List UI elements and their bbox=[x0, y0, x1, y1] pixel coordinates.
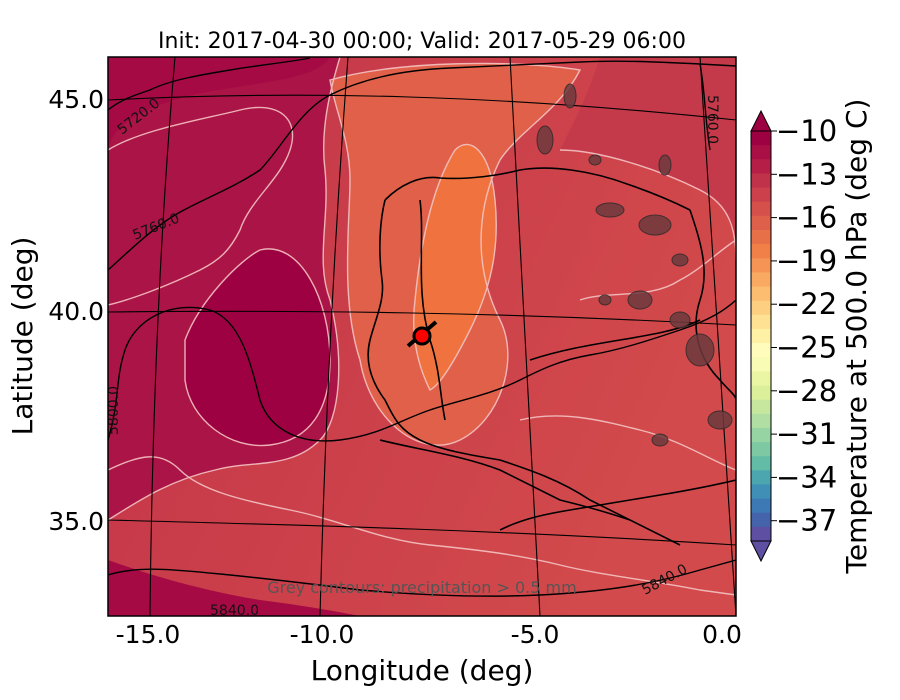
colorbar-band bbox=[751, 173, 771, 189]
colorbar-band bbox=[751, 427, 771, 443]
colorbar-band bbox=[751, 413, 771, 429]
colorbar-tick-label: −25 bbox=[776, 331, 837, 365]
colorbar-band bbox=[751, 258, 771, 273]
x-axis-label: Longitude (deg) bbox=[311, 654, 534, 687]
map-frame bbox=[107, 56, 737, 617]
temperature-region-southwest bbox=[108, 560, 360, 616]
colorbar-tick-label: −10 bbox=[776, 114, 837, 148]
colorbar-band bbox=[751, 328, 771, 344]
y-axis-label: Latitude (deg) bbox=[6, 237, 39, 436]
x-tick-label: -10.0 bbox=[290, 620, 355, 649]
contour-label: 5840.0 bbox=[210, 603, 259, 619]
contour-label: 5800.0 bbox=[106, 386, 122, 435]
colorbar-tick-label: −31 bbox=[776, 417, 837, 451]
colorbar-frame bbox=[750, 130, 772, 542]
graticule bbox=[108, 57, 736, 616]
colorbar-band bbox=[751, 314, 771, 330]
colorbar-band bbox=[751, 526, 771, 542]
colorbar-band bbox=[751, 145, 771, 160]
colorbar-band bbox=[751, 244, 771, 259]
colorbar-band bbox=[751, 286, 771, 302]
contour-label: 5760.0 bbox=[704, 95, 720, 144]
temperature-region-northwest bbox=[108, 57, 330, 150]
y-tick-label: 45.0 bbox=[48, 85, 104, 114]
colorbar: −10 −13 −16 −19 −22 −25 −28 −31 −34 −37 bbox=[750, 109, 837, 563]
colorbar-band bbox=[751, 343, 771, 358]
colorbar-extend-top bbox=[750, 109, 772, 132]
colorbar-tick-label: −22 bbox=[776, 287, 837, 321]
map-area: 5720.0 5760.0 5760.0 5800.0 5840.0 5840.… bbox=[106, 57, 736, 619]
colorbar-band bbox=[751, 442, 771, 457]
precipitation-note: Grey contours: precipitation > 0.5 mm bbox=[267, 578, 576, 597]
colorbar-tick-label: −28 bbox=[776, 374, 837, 408]
colorbar-tick-label: −34 bbox=[776, 460, 837, 494]
colorbar-band bbox=[751, 512, 771, 528]
colorbar-tick-label: −19 bbox=[776, 244, 837, 278]
colorbar-band bbox=[751, 159, 771, 174]
temperature-region-core-warm bbox=[413, 144, 497, 390]
colorbar-tick-label: −13 bbox=[776, 157, 837, 191]
colorbar-ticks: −10 −13 −16 −19 −22 −25 −28 −31 −34 −37 bbox=[771, 114, 837, 538]
colorbar-band bbox=[751, 484, 771, 500]
colorbar-band bbox=[751, 470, 771, 485]
colorbar-band bbox=[751, 300, 771, 316]
observation-marker bbox=[406, 320, 438, 348]
colorbar-band bbox=[751, 498, 771, 514]
y-tick-label: 35.0 bbox=[48, 507, 104, 536]
colorbar-bands bbox=[751, 131, 771, 542]
colorbar-label: Temperature at 500.0 hPa (deg C) bbox=[840, 99, 873, 575]
colorbar-band bbox=[751, 229, 771, 245]
precipitation-contours bbox=[536, 83, 733, 447]
temperature-isolines bbox=[108, 57, 736, 596]
y-tick-label: 40.0 bbox=[48, 297, 104, 326]
colorbar-band bbox=[751, 187, 771, 203]
colorbar-band bbox=[751, 215, 771, 231]
map-title: Init: 2017-04-30 00:00; Valid: 2017-05-2… bbox=[158, 29, 686, 54]
geopotential-contours bbox=[108, 57, 736, 597]
colorbar-band bbox=[751, 272, 771, 288]
colorbar-band bbox=[751, 385, 771, 401]
colorbar-band bbox=[751, 131, 771, 146]
colorbar-tick-label: −16 bbox=[776, 201, 837, 235]
x-tick-label: -15.0 bbox=[116, 620, 181, 649]
colorbar-tick-label: −37 bbox=[776, 504, 837, 538]
colorbar-band bbox=[751, 201, 771, 217]
colorbar-band bbox=[751, 357, 771, 372]
x-tick-label: -5.0 bbox=[511, 620, 560, 649]
colorbar-band bbox=[751, 456, 771, 471]
temperature-region-core bbox=[185, 248, 330, 446]
colorbar-band bbox=[751, 371, 771, 386]
coastlines bbox=[367, 167, 736, 546]
colorbar-extend-bottom bbox=[750, 540, 772, 563]
colorbar-band bbox=[751, 399, 771, 415]
x-tick-label: 0.0 bbox=[702, 620, 742, 649]
